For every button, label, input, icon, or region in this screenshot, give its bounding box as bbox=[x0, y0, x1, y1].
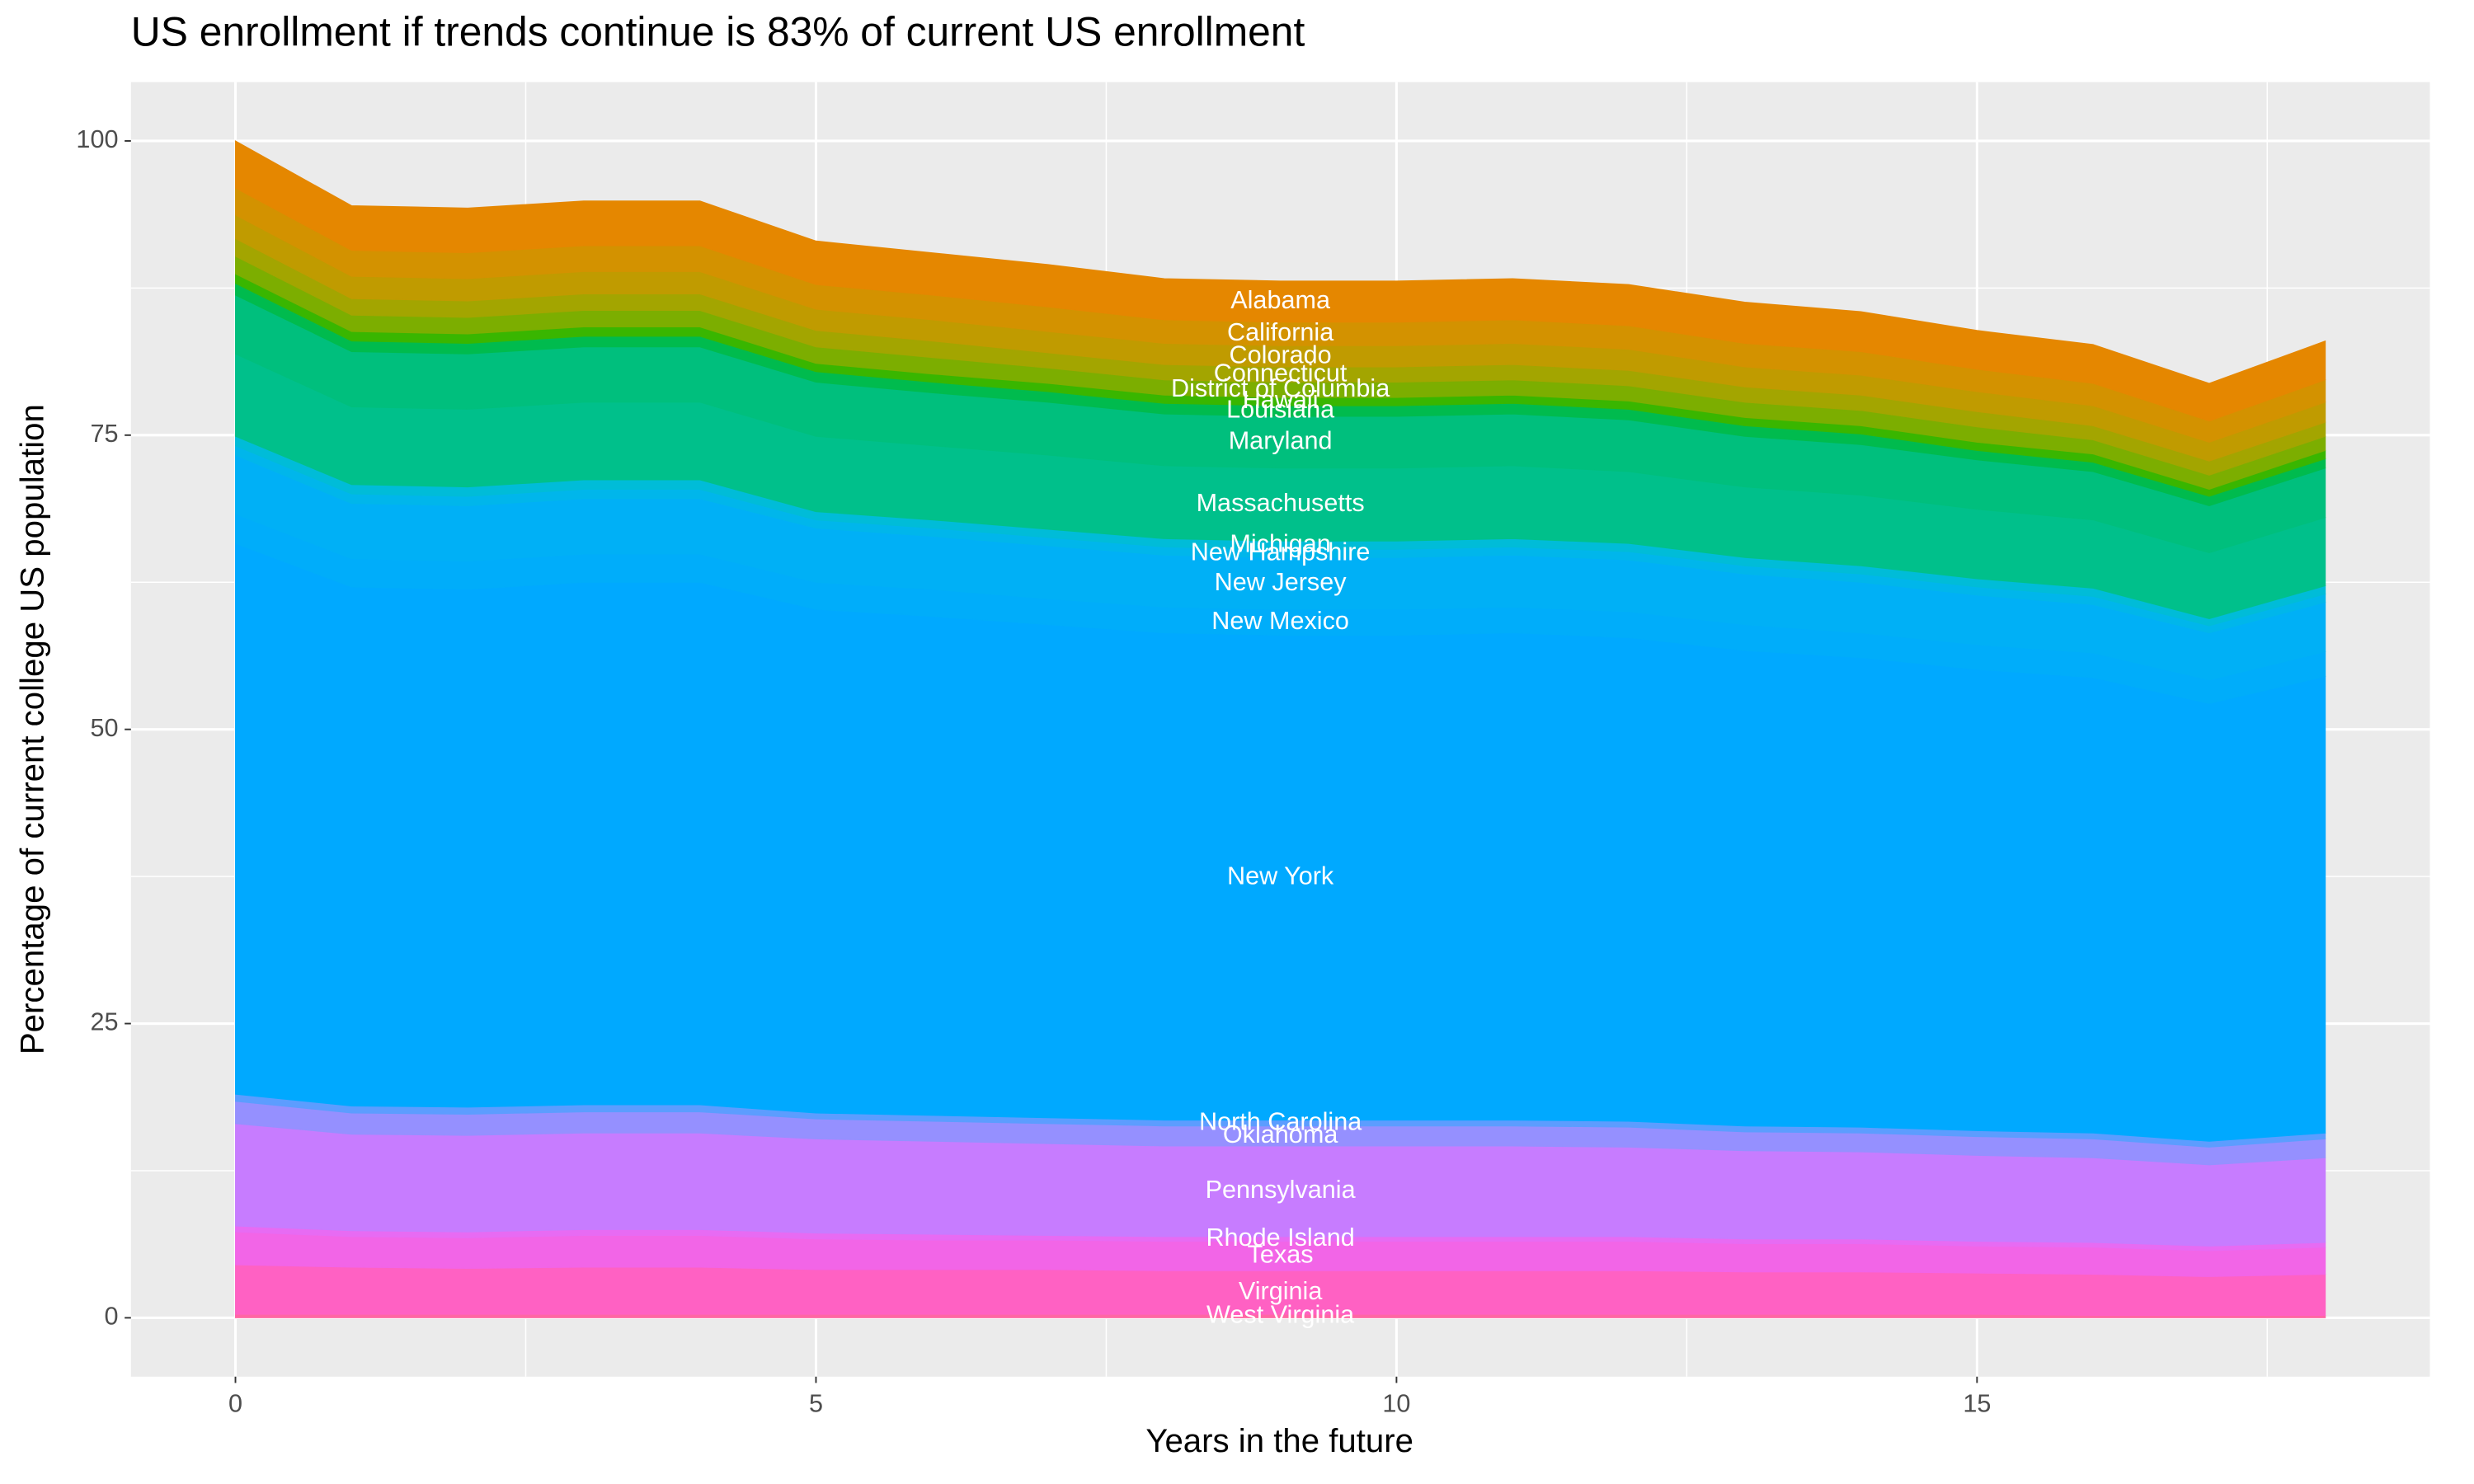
series-label: North Carolina bbox=[1199, 1107, 1362, 1135]
y-tick-label: 50 bbox=[90, 714, 118, 742]
series-label: Texas bbox=[1248, 1241, 1314, 1269]
x-tick-label: 15 bbox=[1963, 1389, 1991, 1417]
series-label: Colorado bbox=[1230, 340, 1332, 369]
y-tick-label: 75 bbox=[90, 420, 118, 448]
series-label: Connecticut bbox=[1214, 359, 1348, 387]
series-label: Massachusetts bbox=[1197, 489, 1365, 517]
series-label: Louisiana bbox=[1226, 396, 1335, 424]
x-tick-label: 0 bbox=[228, 1389, 242, 1417]
series-label: Maryland bbox=[1229, 426, 1333, 454]
series-label: California bbox=[1227, 318, 1334, 346]
series-label: District of Columbia bbox=[1171, 374, 1390, 402]
series-label: West Virginia bbox=[1206, 1300, 1355, 1328]
chart-title: US enrollment if trends continue is 83% … bbox=[131, 8, 1305, 54]
series-label: Virginia bbox=[1239, 1277, 1323, 1305]
series-label: Rhode Island bbox=[1206, 1223, 1354, 1252]
series-label: Alabama bbox=[1230, 286, 1331, 314]
y-tick-label: 0 bbox=[104, 1302, 118, 1330]
series-label: Oklahoma bbox=[1223, 1120, 1338, 1148]
y-tick-label: 100 bbox=[76, 125, 118, 153]
series-label: Michigan bbox=[1230, 529, 1330, 557]
area bbox=[235, 140, 2326, 422]
series-label: New Mexico bbox=[1211, 607, 1349, 635]
series-label: New Hampshire bbox=[1191, 538, 1371, 566]
x-tick-label: 10 bbox=[1382, 1389, 1410, 1417]
series-label: New York bbox=[1227, 862, 1334, 890]
x-axis-title: Years in the future bbox=[1145, 1422, 1413, 1459]
series-label: Hawaii bbox=[1243, 386, 1319, 414]
x-tick-label: 5 bbox=[809, 1389, 823, 1417]
series-label: Pennsylvania bbox=[1206, 1176, 1357, 1204]
y-tick-label: 25 bbox=[90, 1008, 118, 1036]
y-axis-title: Percentage of current college US populat… bbox=[14, 404, 51, 1054]
series-label: New Jersey bbox=[1215, 568, 1348, 596]
